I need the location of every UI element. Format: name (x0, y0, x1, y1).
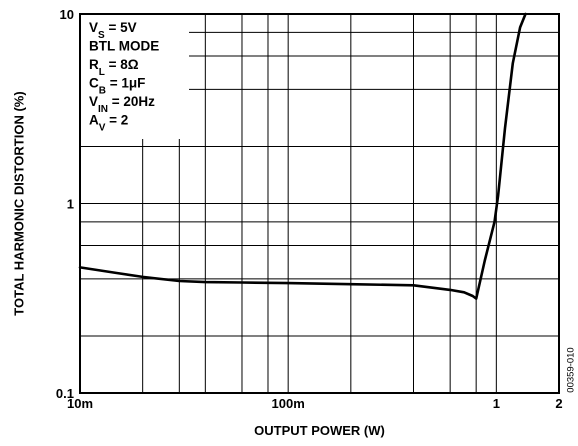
thd-curve (78, 12, 527, 300)
tick-labels: 10m 100m 1 2 0.1 1 10 (56, 7, 563, 411)
legend-line: AV = 2 (89, 113, 128, 134)
x-tick-label: 2 (555, 396, 562, 411)
y-axis-title: TOTAL HARMONIC DISTORTION (%) (11, 91, 26, 315)
legend-line: BTL MODE (89, 39, 159, 54)
y-tick-label: 0.1 (56, 386, 74, 401)
legend-line: CB = 1μF (89, 76, 145, 97)
x-tick-label: 100m (272, 396, 305, 411)
y-tick-label: 1 (67, 197, 74, 212)
figure-id: 00359-010 (566, 347, 577, 392)
legend-line: VS = 5V (89, 20, 137, 41)
x-tick-label: 10m (67, 396, 93, 411)
x-axis-title: OUTPUT POWER (W) (254, 423, 385, 438)
grid-lines (80, 14, 559, 393)
series-layer (78, 12, 527, 300)
legend-line: RL = 8Ω (89, 57, 139, 78)
legend-background (81, 15, 189, 139)
legend-line: VIN = 20Hz (89, 94, 155, 115)
plot-frame (79, 13, 560, 394)
y-tick-label: 10 (60, 7, 74, 22)
x-tick-label: 1 (493, 396, 500, 411)
